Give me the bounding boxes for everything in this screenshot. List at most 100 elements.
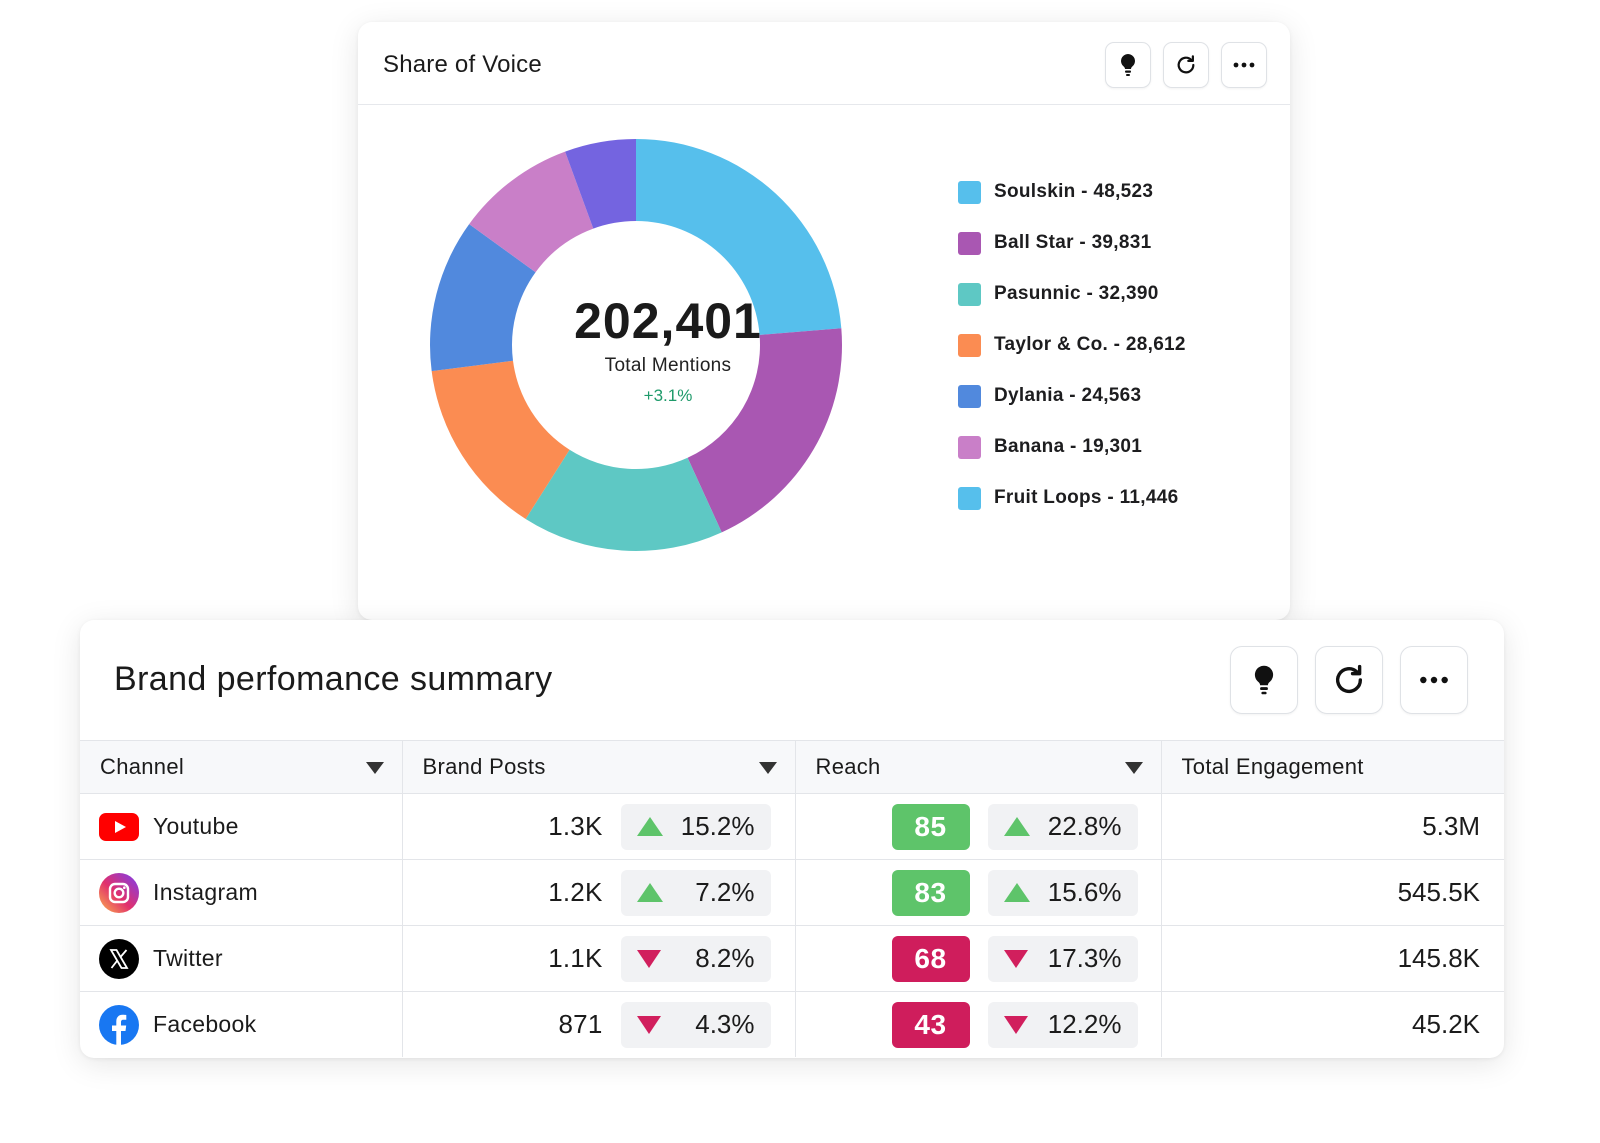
more-icon <box>1233 62 1255 68</box>
refresh-button[interactable] <box>1315 646 1383 714</box>
reach-score-badge: 83 <box>891 869 970 916</box>
brand-posts-cell: 1.1K 8.2% <box>401 925 795 992</box>
brand-posts-value: 1.3K <box>548 811 603 841</box>
table-row[interactable]: Facebook 871 4.3% 43 12.2% 45.2K <box>80 991 1504 1058</box>
more-options-button[interactable] <box>1400 646 1468 714</box>
legend-swatch <box>958 486 981 510</box>
arrow-down-icon <box>636 1015 661 1034</box>
table-row[interactable]: Youtube 1.3K 15.2% 85 22.8% 5.3M <box>80 793 1504 860</box>
legend-swatch <box>958 435 981 459</box>
donut-slice-taylor-co[interactable] <box>431 360 570 519</box>
legend-swatch <box>958 384 981 408</box>
bulb-icon <box>1121 54 1135 76</box>
donut-chart <box>430 139 842 551</box>
brand-posts-cell: 871 4.3% <box>401 991 795 1057</box>
total-engagement-value: 545.5K <box>1160 859 1504 926</box>
donut-slice-pasunnic[interactable] <box>525 449 722 551</box>
arrow-up-icon <box>636 817 663 836</box>
legend-item[interactable]: Ball Star - 39,831 <box>958 231 1186 255</box>
total-engagement-value: 5.3M <box>1160 793 1504 860</box>
card-header: Share of Voice <box>358 22 1290 105</box>
facebook-icon <box>99 1004 139 1045</box>
arrow-up-icon <box>1003 817 1030 836</box>
donut-slice-dylania[interactable] <box>430 224 536 372</box>
brand-performance-card: Brand perfomance summary Channel Brand P… <box>80 620 1504 1058</box>
legend-label: Dylania - 24,563 <box>994 385 1142 406</box>
reach-cell: 83 15.6% <box>794 859 1161 926</box>
column-header-channel[interactable]: Channel <box>80 740 402 794</box>
total-mentions-value: 202,401 <box>574 293 762 349</box>
arrow-up-icon <box>1003 883 1030 902</box>
sort-icon[interactable] <box>758 762 777 774</box>
channel-name: Instagram <box>153 879 258 905</box>
reach-change: 12.2% <box>987 1001 1138 1048</box>
arrow-up-icon <box>636 883 663 902</box>
column-header-brand-posts[interactable]: Brand Posts <box>401 740 795 794</box>
table-row[interactable]: Twitter 1.1K 8.2% 68 17.3% 145.8K <box>80 925 1504 992</box>
youtube-icon <box>99 807 139 847</box>
reach-cell: 43 12.2% <box>794 991 1161 1057</box>
donut-slice-ball-star[interactable] <box>687 328 842 533</box>
donut-slice-fruit-loops[interactable] <box>565 139 636 229</box>
table-row[interactable]: Instagram 1.2K 7.2% 83 15.6% 545.5K <box>80 859 1504 926</box>
legend-item[interactable]: Taylor & Co. - 28,612 <box>958 333 1186 357</box>
legend-swatch <box>958 180 981 204</box>
card-toolbar <box>1230 646 1468 714</box>
bulb-icon <box>1254 665 1274 695</box>
legend-label: Banana - 19,301 <box>994 436 1143 457</box>
insights-button[interactable] <box>1230 646 1298 714</box>
column-header-reach[interactable]: Reach <box>794 740 1161 794</box>
sort-icon[interactable] <box>1124 762 1143 774</box>
brand-posts-cell: 1.3K 15.2% <box>401 793 795 860</box>
share-of-voice-card: Share of Voice 202,401 Total Mentions +3… <box>358 22 1290 620</box>
reach-cell: 68 17.3% <box>794 925 1161 992</box>
x-twitter-icon <box>99 938 139 979</box>
legend-swatch <box>958 231 981 255</box>
more-options-button[interactable] <box>1221 42 1267 88</box>
brand-posts-change: 7.2% <box>620 869 771 916</box>
legend-label: Pasunnic - 32,390 <box>994 283 1159 304</box>
reach-cell: 85 22.8% <box>794 793 1161 860</box>
card-title: Share of Voice <box>383 51 542 78</box>
reach-change: 17.3% <box>987 935 1138 982</box>
reach-change: 22.8% <box>987 803 1138 850</box>
brand-posts-value: 1.2K <box>548 877 603 907</box>
brand-posts-change: 8.2% <box>620 935 771 982</box>
arrow-down-icon <box>636 949 661 968</box>
reach-score-badge: 68 <box>891 935 970 982</box>
donut-slice-banana[interactable] <box>469 151 594 273</box>
channel-cell: Twitter <box>80 925 402 992</box>
donut-slice-soulskin[interactable] <box>636 139 842 335</box>
legend-item[interactable]: Fruit Loops - 11,446 <box>958 486 1186 510</box>
channel-cell: Instagram <box>80 859 402 926</box>
total-mentions-change: +3.1% <box>643 386 693 405</box>
refresh-button[interactable] <box>1163 42 1209 88</box>
legend-item[interactable]: Banana - 19,301 <box>958 435 1186 459</box>
legend-item[interactable]: Dylania - 24,563 <box>958 384 1186 408</box>
channel-name: Twitter <box>153 945 223 971</box>
reach-score-badge: 85 <box>891 803 970 850</box>
legend-label: Ball Star - 39,831 <box>994 232 1152 253</box>
channel-cell: Facebook <box>80 992 402 1058</box>
card-title: Brand perfomance summary <box>114 660 553 698</box>
column-header-total-engagement[interactable]: Total Engagement <box>1160 740 1504 794</box>
brand-posts-cell: 1.2K 7.2% <box>401 859 795 926</box>
legend-item[interactable]: Pasunnic - 32,390 <box>958 282 1186 306</box>
total-mentions-label: Total Mentions <box>604 355 732 376</box>
reach-change: 15.6% <box>987 869 1138 916</box>
brand-posts-value: 1.1K <box>548 943 603 973</box>
total-engagement-value: 145.8K <box>1160 925 1504 992</box>
refresh-icon <box>1177 55 1195 74</box>
legend-swatch <box>958 333 981 357</box>
chart-legend: Soulskin - 48,523 Ball Star - 39,831 Pasun… <box>958 180 1186 537</box>
sort-icon[interactable] <box>365 762 384 774</box>
channel-name: Facebook <box>153 1011 257 1037</box>
instagram-icon <box>99 872 139 913</box>
legend-label: Fruit Loops - 11,446 <box>994 487 1179 508</box>
legend-item[interactable]: Soulskin - 48,523 <box>958 180 1186 204</box>
total-engagement-value: 45.2K <box>1160 991 1504 1057</box>
legend-label: Soulskin - 48,523 <box>994 181 1154 202</box>
insights-button[interactable] <box>1105 42 1151 88</box>
card-toolbar <box>1105 42 1267 88</box>
brand-performance-table: Channel Brand Posts Reach Total Engageme… <box>80 740 1504 1057</box>
